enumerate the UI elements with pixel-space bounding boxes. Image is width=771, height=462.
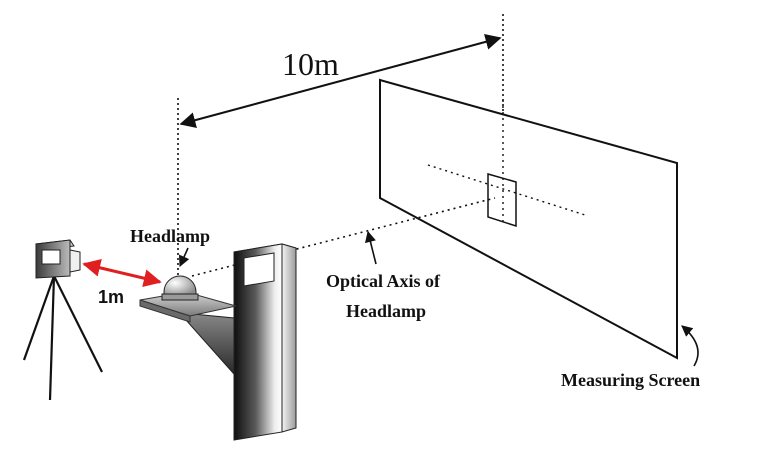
pillar-front [233, 243, 283, 441]
tripod-leg-right [53, 275, 103, 373]
headlamp-dome [163, 275, 197, 297]
optical-axis-label-line2: Headlamp [346, 301, 426, 321]
pillar-side [281, 243, 297, 433]
tripod-leg-left [22, 275, 56, 361]
pillar-stand [233, 243, 297, 441]
headlamp-label: Headlamp [130, 226, 210, 246]
support-arm [171, 311, 235, 376]
distance-label-10m: 10m [282, 46, 339, 82]
headlamp [161, 275, 199, 301]
distance-label-1m: 1m [98, 287, 124, 307]
distance-arrow-1m [82, 258, 162, 288]
pillar-window [243, 252, 275, 287]
tripod-leg-center [48, 275, 56, 401]
measuring-screen-label: Measuring Screen [561, 370, 700, 390]
camera-lens [69, 249, 81, 273]
camera-screen [41, 249, 61, 265]
optical-axis-label-line1: Optical Axis of [326, 271, 441, 291]
measuring-screen [379, 78, 678, 360]
platform-front [139, 299, 191, 323]
distance-arrow-10m [179, 34, 502, 128]
headlamp-base [161, 293, 199, 301]
screen-target-box [487, 173, 517, 228]
headlamp-pointer [178, 247, 190, 268]
camera-tripod [22, 239, 103, 401]
measuring-screen-pointer [681, 325, 699, 367]
optical-axis-line [191, 197, 496, 277]
optical-axis-pointer [365, 230, 377, 265]
